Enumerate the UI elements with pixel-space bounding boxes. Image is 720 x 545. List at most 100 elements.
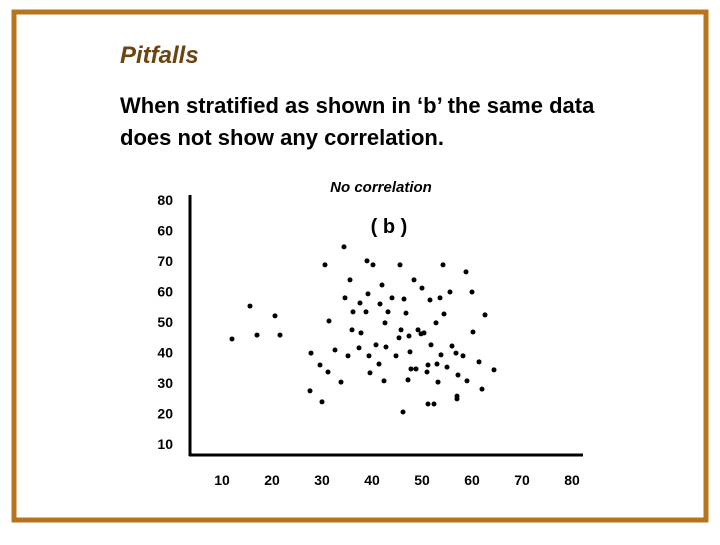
point [389, 295, 395, 301]
point [438, 352, 444, 358]
y-tick-label: 60 [157, 283, 173, 299]
point [383, 344, 389, 350]
point [469, 289, 475, 295]
point [437, 295, 443, 301]
point [393, 353, 399, 359]
y-tick-label: 80 [157, 192, 173, 208]
point [322, 262, 328, 268]
point [447, 289, 453, 295]
point [370, 262, 376, 268]
point [382, 320, 388, 326]
point [435, 379, 441, 385]
point [364, 258, 370, 264]
point [342, 295, 348, 301]
point [356, 345, 362, 351]
point [396, 335, 402, 341]
point [463, 269, 469, 275]
y-tick-label: 20 [157, 405, 173, 421]
y-tick-label: 30 [157, 375, 173, 391]
point [363, 309, 369, 315]
point [464, 378, 470, 384]
point [365, 291, 371, 297]
point [434, 361, 440, 367]
point [428, 342, 434, 348]
point [453, 350, 459, 356]
y-tick-label: 70 [157, 253, 173, 269]
y-tick-label: 60 [157, 222, 173, 238]
point [341, 244, 347, 250]
body-line: When stratified as shown in ‘b’ the same… [120, 93, 595, 118]
point [326, 318, 332, 324]
point [308, 350, 314, 356]
point [479, 386, 485, 392]
point [229, 336, 235, 342]
slide-border [11, 9, 709, 523]
point [307, 388, 313, 394]
point [421, 330, 427, 336]
point [397, 262, 403, 268]
point [381, 378, 387, 384]
x-tick-label: 20 [264, 472, 280, 488]
point [272, 313, 278, 319]
y-tick-label: 40 [157, 344, 173, 360]
point [319, 399, 325, 405]
body-line: does not show any correlation. [120, 125, 444, 150]
point [357, 300, 363, 306]
point [350, 309, 356, 315]
point [427, 297, 433, 303]
point [254, 332, 260, 338]
point [401, 296, 407, 302]
point [349, 327, 355, 333]
x-tick-label: 40 [364, 472, 380, 488]
point [373, 342, 379, 348]
point [407, 349, 413, 355]
point [247, 303, 253, 309]
point [425, 401, 431, 407]
x-tick-label: 30 [314, 472, 330, 488]
point [476, 359, 482, 365]
x-tick-label: 10 [214, 472, 230, 488]
x-tick-label: 80 [564, 472, 580, 488]
point [377, 301, 383, 307]
point [455, 372, 461, 378]
annotation: ( b ) [371, 216, 408, 238]
point [444, 364, 450, 370]
point [424, 369, 430, 375]
point [367, 370, 373, 376]
point [460, 353, 466, 359]
point [449, 343, 455, 349]
point [403, 310, 409, 316]
point [482, 312, 488, 318]
point [277, 332, 283, 338]
point [440, 262, 446, 268]
x-tick-label: 70 [514, 472, 530, 488]
x-tick-label: 60 [464, 472, 480, 488]
point [441, 311, 447, 317]
point [454, 396, 460, 402]
point [405, 377, 411, 383]
point [358, 330, 364, 336]
point [317, 362, 323, 368]
point [366, 353, 372, 359]
point [425, 362, 431, 368]
point [411, 277, 417, 283]
point [431, 401, 437, 407]
point [400, 409, 406, 415]
point [347, 277, 353, 283]
chart-title: No correlation [330, 179, 432, 196]
point [413, 366, 419, 372]
slide-title: Pitfalls [120, 42, 199, 69]
point [385, 309, 391, 315]
y-tick-label: 10 [157, 436, 173, 452]
point [376, 361, 382, 367]
point [332, 347, 338, 353]
y-tick-label: 50 [157, 314, 173, 330]
x-tick-label: 50 [414, 472, 430, 488]
point [415, 327, 421, 333]
point [379, 282, 385, 288]
point [325, 369, 331, 375]
point [345, 353, 351, 359]
point [408, 366, 414, 372]
point [419, 285, 425, 291]
